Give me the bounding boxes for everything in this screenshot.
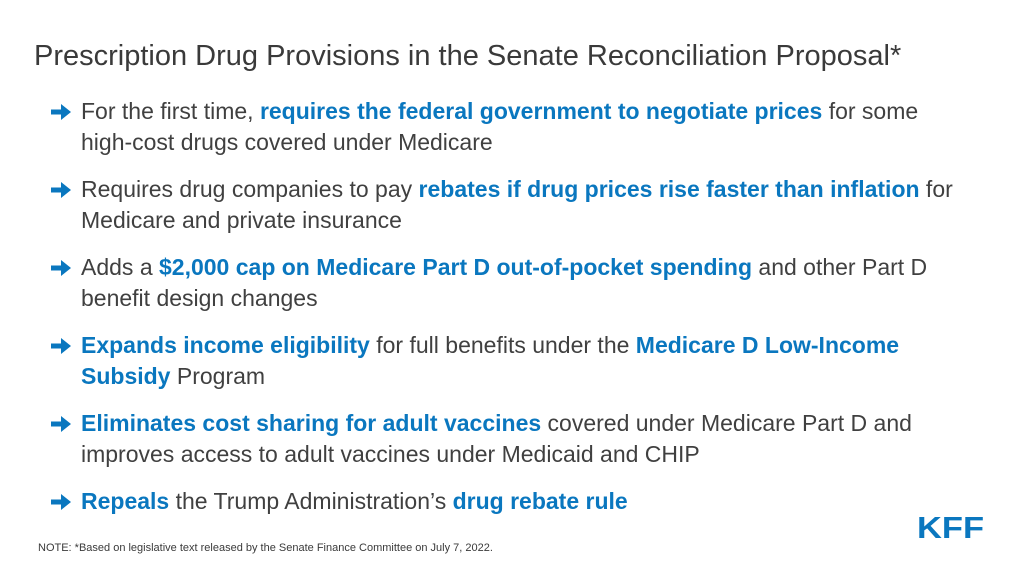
- bullet-text: For the first time, requires the federal…: [81, 98, 918, 155]
- bullet-item: Adds a $2,000 cap on Medicare Part D out…: [50, 252, 970, 314]
- arrow-right-icon: [51, 416, 71, 432]
- bullet-item: Repeals the Trump Administration’s drug …: [50, 486, 970, 517]
- arrow-right-icon: [51, 260, 71, 276]
- arrow-right-icon: [51, 182, 71, 198]
- logo-text: KFF: [917, 511, 984, 541]
- bullet-text-segment: covered under Medicare Part D and improv…: [81, 410, 912, 467]
- bullet-text-segment: for Medicare and private insurance: [81, 176, 953, 233]
- bullet-item: Expands income eligibility for full bene…: [50, 330, 970, 392]
- bullet-text-segment: for full benefits under the: [369, 332, 636, 358]
- arrow-right-icon: [51, 104, 71, 120]
- bullet-item: Eliminates cost sharing for adult vaccin…: [50, 408, 970, 470]
- bullet-highlight: $2,000 cap on Medicare Part D out-of-poc…: [159, 254, 753, 280]
- bullet-text: Adds a $2,000 cap on Medicare Part D out…: [81, 254, 927, 311]
- bullet-text: Expands income eligibility for full bene…: [81, 332, 899, 389]
- bullet-text: Eliminates cost sharing for adult vaccin…: [81, 410, 912, 467]
- bullet-text: Requires drug companies to pay rebates i…: [81, 176, 953, 233]
- bullet-highlight: drug rebate rule: [452, 488, 628, 514]
- bullet-item: For the first time, requires the federal…: [50, 96, 970, 158]
- bullet-text-segment: the Trump Administration’s: [169, 488, 453, 514]
- kff-logo-icon: KFF: [917, 511, 984, 541]
- bullet-text-segment: Program: [170, 363, 266, 389]
- bullet-text-segment: For the first time,: [81, 98, 260, 124]
- bullet-highlight: Eliminates cost sharing for adult vaccin…: [81, 410, 542, 436]
- bullet-list: For the first time, requires the federal…: [50, 96, 970, 533]
- bullet-text-segment: Requires drug companies to pay: [81, 176, 419, 202]
- bullet-text-segment: Adds a: [81, 254, 159, 280]
- bullet-highlight: Expands income eligibility: [81, 332, 370, 358]
- arrow-right-icon: [51, 494, 71, 510]
- bullet-text-segment: for some high-cost drugs covered under M…: [81, 98, 919, 155]
- bullet-highlight: Medicare D Low-Income Subsidy: [81, 332, 900, 389]
- bullet-highlight: requires the federal government to negot…: [259, 98, 823, 124]
- arrow-right-icon: [51, 338, 71, 354]
- bullet-highlight: rebates if drug prices rise faster than …: [418, 176, 920, 202]
- bullet-text-segment: and other Part D benefit design changes: [81, 254, 928, 311]
- bullet-text: Repeals the Trump Administration’s drug …: [81, 488, 628, 514]
- slide-title: Prescription Drug Provisions in the Sena…: [34, 40, 902, 72]
- footnote: NOTE: *Based on legislative text release…: [38, 542, 493, 554]
- bullet-item: Requires drug companies to pay rebates i…: [50, 174, 970, 236]
- bullet-highlight: Repeals: [81, 488, 170, 514]
